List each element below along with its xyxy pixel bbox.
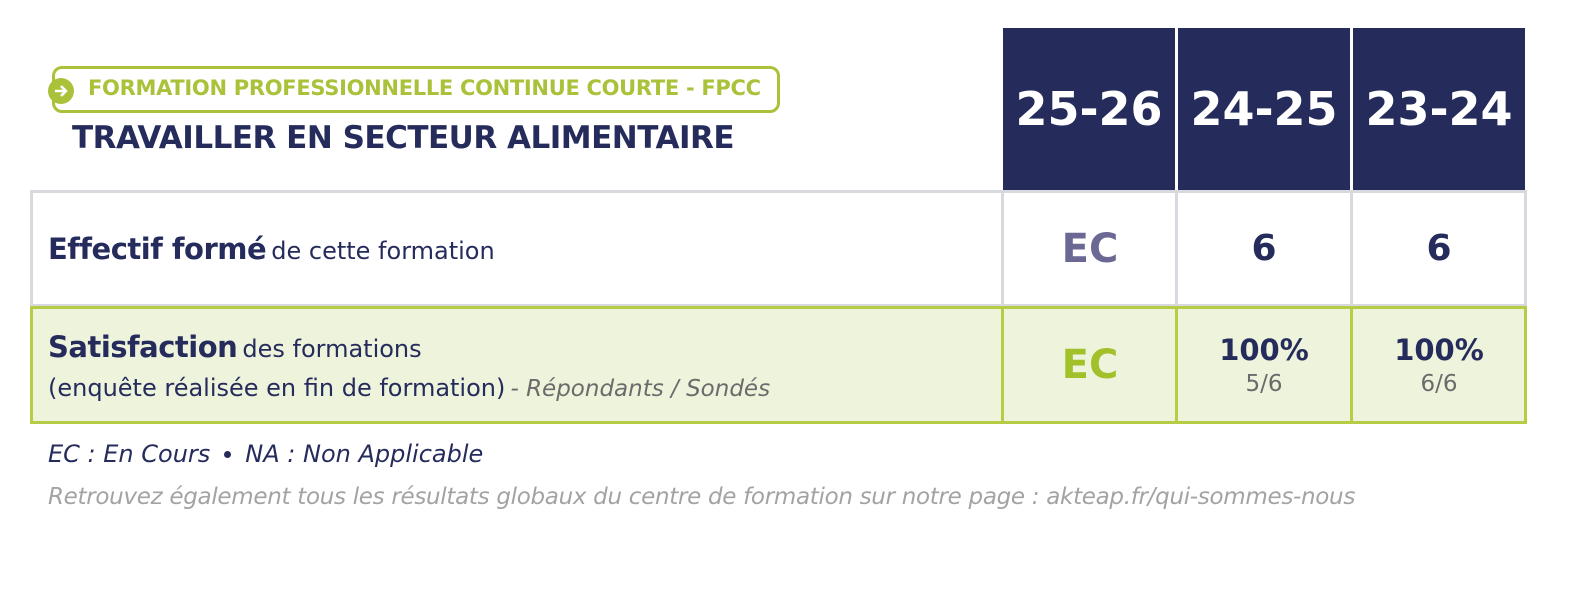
cell: EC [1061,225,1119,272]
column-header: 25-26 [1003,28,1175,190]
label-bold: Effectif formé [48,232,267,266]
legend: EC : En Cours NA : Non Applicable [48,440,483,468]
separator [224,450,232,458]
cell-detail: 5/6 [1245,371,1283,397]
row [30,190,1527,307]
legend-item: EC : En Cours [48,440,211,468]
cell-detail: 6/6 [1420,371,1458,397]
tag: FORMATION PROFESSIONNELLE CONTINUE COURT… [88,76,761,100]
column-header: 24-25 [1178,28,1350,190]
sublabel-note: - Répondants / Sondés [510,376,771,402]
sublabel: (enquête réalisée en fin de formation) [48,374,506,402]
row-label: Effectif formé de cette formation [48,232,495,266]
cell: 6 [1426,228,1452,269]
label-bold: Satisfaction [48,330,238,364]
cell: 100% 5/6 [1178,309,1350,421]
footer: Retrouvez également tous les résultats g… [48,484,1356,510]
label-rest: des formations [242,335,422,363]
legend-item: NA : Non Applicable [245,440,484,468]
cell: 100% 6/6 [1353,309,1525,421]
row-sublabel: (enquête réalisée en fin de formation) -… [48,374,770,402]
row [30,306,1527,424]
column-header: 23-24 [1353,28,1525,190]
title: TRAVAILLER EN SECTEUR ALIMENTAIRE [72,120,735,156]
cell: 6 [1251,228,1277,269]
cell-value: 100% [1219,333,1309,367]
cell-value: 100% [1394,333,1484,367]
row-label: Satisfaction des formations [48,330,422,364]
arrow-icon [48,78,74,104]
cell: EC [1061,342,1119,388]
label-rest: de cette formation [271,237,495,265]
